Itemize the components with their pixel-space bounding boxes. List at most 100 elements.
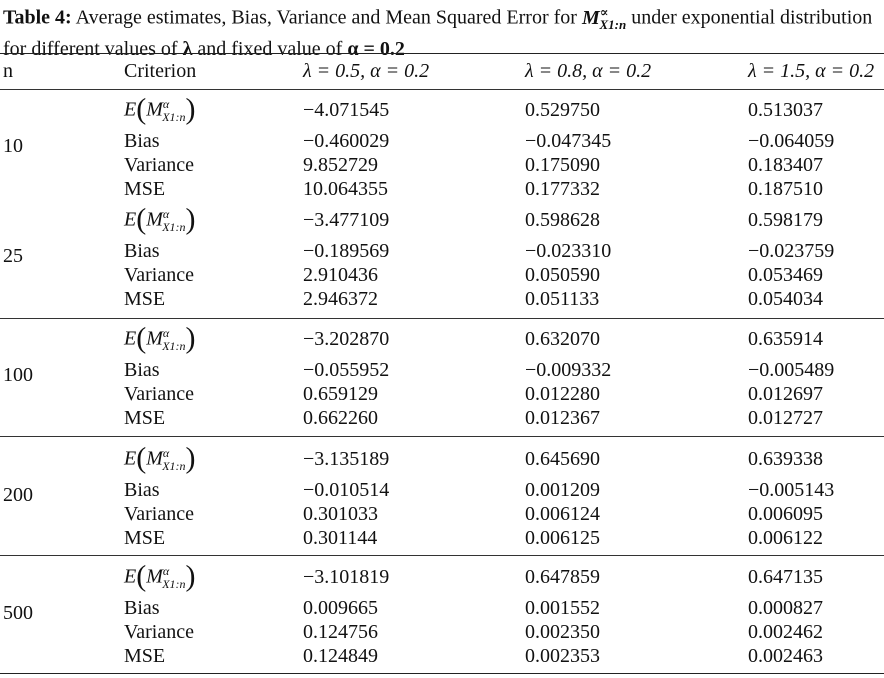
- table-cell: −0.047345: [525, 130, 612, 152]
- criterion-bias: Bias: [124, 130, 160, 152]
- table-cell: 0.647135: [748, 566, 823, 588]
- table-cell: −3.135189: [303, 448, 390, 470]
- m-sub: X1:n: [162, 576, 186, 591]
- table-cell: −0.023310: [525, 240, 612, 262]
- m-sup: α: [162, 97, 170, 111]
- table-cell: 0.012727: [748, 407, 823, 429]
- table-cell: −0.064059: [748, 130, 835, 152]
- table-cell: −0.055952: [303, 359, 390, 381]
- group-separator: [0, 555, 884, 556]
- criterion-estimate: E(MαX1:n): [124, 202, 196, 236]
- table-cell: 0.050590: [525, 264, 600, 286]
- caption-text-3: and fixed value of: [197, 37, 343, 60]
- header-col1: λ = 0.5, α = 0.2: [303, 60, 430, 82]
- m-sub: X1:n: [162, 338, 186, 353]
- m-symbol: M: [146, 447, 163, 470]
- criterion-variance: Variance: [124, 264, 194, 286]
- table-cell: 0.513037: [748, 99, 823, 121]
- m-symbol: M: [146, 208, 163, 231]
- table-cell: 0.632070: [525, 328, 600, 350]
- criterion-estimate: E(MαX1:n): [124, 321, 196, 355]
- table-cell: 0.635914: [748, 328, 823, 350]
- table-cell: 0.175090: [525, 154, 600, 176]
- table-cell: 0.006124: [525, 503, 600, 525]
- table-cell: −0.460029: [303, 130, 390, 152]
- criterion-mse: MSE: [124, 527, 166, 549]
- table-cell: 9.852729: [303, 154, 378, 176]
- caption-lambda: λ: [182, 37, 193, 60]
- table-cell: 0.002463: [748, 645, 823, 667]
- m-symbol: M: [146, 565, 163, 588]
- header-criterion: Criterion: [124, 60, 197, 82]
- m-sub: X1:n: [162, 219, 186, 234]
- criterion-bias: Bias: [124, 479, 160, 501]
- criterion-mse: MSE: [124, 178, 166, 200]
- table-cell: 0.006095: [748, 503, 823, 525]
- table-cell: −3.202870: [303, 328, 390, 350]
- table-cell: −0.010514: [303, 479, 390, 501]
- e-symbol: E: [124, 208, 137, 231]
- m-sub: X1:n: [162, 458, 186, 473]
- group-n-label: 200: [3, 484, 33, 506]
- criterion-estimate: E(MαX1:n): [124, 92, 196, 126]
- criterion-variance: Variance: [124, 621, 194, 643]
- e-symbol: E: [124, 98, 137, 121]
- m-sub: X1:n: [162, 109, 186, 124]
- table-cell: 0.301033: [303, 503, 378, 525]
- table-cell: 0.001209: [525, 479, 600, 501]
- table-cell: −0.189569: [303, 240, 390, 262]
- table-cell: 2.946372: [303, 288, 378, 310]
- table-cell: −4.071545: [303, 99, 390, 121]
- criterion-variance: Variance: [124, 383, 194, 405]
- table-cell: 0.012697: [748, 383, 823, 405]
- caption-text-2: under exponential distribution for diffe…: [3, 6, 873, 60]
- header-rule: [0, 89, 884, 90]
- e-symbol: E: [124, 447, 137, 470]
- table-cell: 0.006125: [525, 527, 600, 549]
- table-cell: 0.002353: [525, 645, 600, 667]
- caption-label: Table 4:: [3, 6, 72, 29]
- header-col3: λ = 1.5, α = 0.2: [748, 60, 875, 82]
- m-symbol: M: [146, 98, 163, 121]
- criterion-estimate: E(MαX1:n): [124, 441, 196, 475]
- table-caption: Table 4: Average estimates, Bias, Varian…: [3, 0, 881, 61]
- table-cell: 0.639338: [748, 448, 823, 470]
- criterion-bias: Bias: [124, 359, 160, 381]
- table-cell: 0.124756: [303, 621, 378, 643]
- caption-alpha: α = 0.2: [347, 37, 405, 60]
- header-n: n: [3, 60, 13, 82]
- m-sup: α: [162, 446, 170, 460]
- group-separator: [0, 318, 884, 319]
- table-cell: 0.183407: [748, 154, 823, 176]
- caption-text-1: Average estimates, Bias, Variance and Me…: [75, 6, 577, 29]
- table-cell: 0.647859: [525, 566, 600, 588]
- table-cell: 0.645690: [525, 448, 600, 470]
- criterion-variance: Variance: [124, 503, 194, 525]
- m-symbol: M: [146, 327, 163, 350]
- table-cell: −0.005489: [748, 359, 835, 381]
- table-cell: 0.002350: [525, 621, 600, 643]
- table-cell: 0.598179: [748, 209, 823, 231]
- group-n-label: 25: [3, 245, 23, 267]
- table-cell: 0.051133: [525, 288, 600, 310]
- table-cell: −3.477109: [303, 209, 390, 231]
- group-separator: [0, 673, 884, 674]
- table-cell: 0.598628: [525, 209, 600, 231]
- table-cell: 2.910436: [303, 264, 378, 286]
- table-cell: 0.002462: [748, 621, 823, 643]
- group-n-label: 500: [3, 602, 33, 624]
- table-cell: 0.659129: [303, 383, 378, 405]
- group-n-label: 10: [3, 135, 23, 157]
- criterion-bias: Bias: [124, 597, 160, 619]
- m-sup: α: [162, 207, 170, 221]
- table-cell: 0.662260: [303, 407, 378, 429]
- criterion-mse: MSE: [124, 288, 166, 310]
- caption-m-symbol: M∝X1:n: [581, 4, 627, 32]
- table-cell: 0.001552: [525, 597, 600, 619]
- criterion-bias: Bias: [124, 240, 160, 262]
- table-cell: 10.064355: [303, 178, 388, 200]
- table-cell: 0.177332: [525, 178, 600, 200]
- criterion-variance: Variance: [124, 154, 194, 176]
- table-cell: −0.009332: [525, 359, 612, 381]
- table-cell: 0.006122: [748, 527, 823, 549]
